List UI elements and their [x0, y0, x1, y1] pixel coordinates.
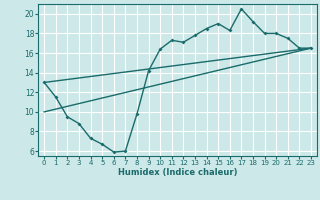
- X-axis label: Humidex (Indice chaleur): Humidex (Indice chaleur): [118, 168, 237, 177]
